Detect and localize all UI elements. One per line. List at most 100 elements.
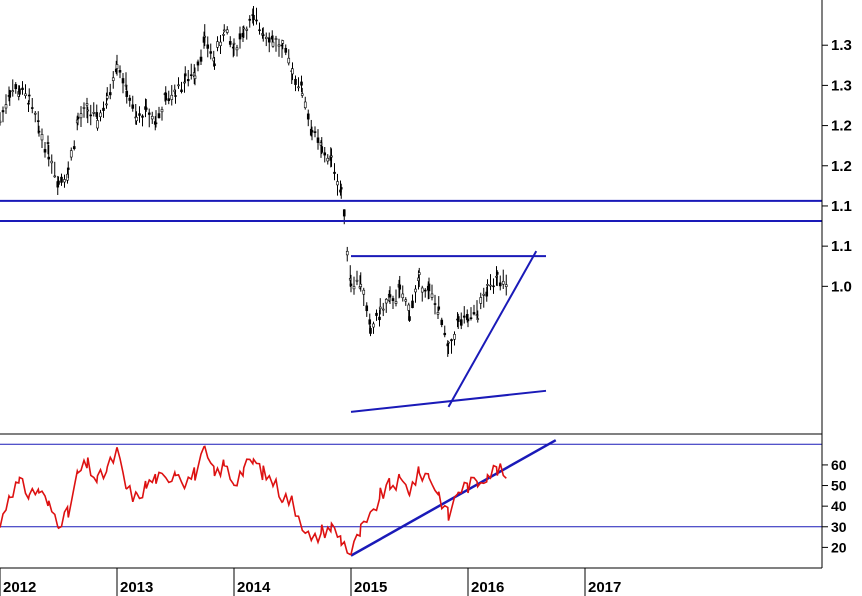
x-tick-label: 2016 xyxy=(471,579,504,596)
oscillator-series-line xyxy=(0,445,507,556)
price-bar-body xyxy=(267,37,271,43)
y-tick-label: 1.1 xyxy=(831,238,852,255)
price-bar-body xyxy=(482,293,486,296)
price-bar-body xyxy=(108,92,112,96)
price-bar-body xyxy=(336,181,339,186)
price-bar-body xyxy=(391,298,395,301)
price-bar-body xyxy=(294,78,297,85)
price-bar-body xyxy=(167,98,171,102)
price-bar-body xyxy=(495,271,499,275)
price-bar-body xyxy=(297,86,300,89)
price-bar-body xyxy=(252,14,255,21)
price-bar-body xyxy=(453,334,456,340)
price-bar-body xyxy=(235,47,239,51)
price-bar-body xyxy=(486,284,489,286)
price-bar-body xyxy=(423,289,427,292)
price-bar-body xyxy=(330,155,333,158)
price-bar-body xyxy=(95,112,99,117)
price-bar-body xyxy=(281,40,285,44)
y-tick-label: 1.3 xyxy=(831,37,852,54)
oscillator-tick-label: 60 xyxy=(831,457,847,473)
price-bar-body xyxy=(1,110,5,113)
y-tick-label: 1.3 xyxy=(831,77,852,94)
price-bar-body xyxy=(138,113,141,116)
oscillator-panel xyxy=(0,433,822,557)
price-bar-body xyxy=(261,34,265,36)
price-bar-body xyxy=(504,284,508,287)
price-bar-body xyxy=(30,107,34,109)
price-bar-body xyxy=(459,319,463,326)
price-bar-body xyxy=(86,109,90,112)
price-bar-body xyxy=(60,176,63,183)
price-bar-body xyxy=(209,51,213,54)
price-bar-body xyxy=(368,319,372,325)
price-bar-body xyxy=(310,130,314,133)
price-bar-body xyxy=(199,56,203,62)
price-bar-body xyxy=(105,103,108,106)
price-bar-body xyxy=(284,47,288,53)
price-bar-body xyxy=(27,94,31,97)
y-tick-label: 1.1 xyxy=(831,198,852,215)
price-bar-body xyxy=(37,130,41,133)
price-bar-body xyxy=(388,294,392,298)
price-bar-body xyxy=(43,149,47,153)
price-bar-body xyxy=(365,305,369,312)
trend-line xyxy=(350,389,547,413)
price-bar-body xyxy=(183,81,186,84)
price-bar-body xyxy=(66,167,70,170)
price-bar-body xyxy=(46,142,50,144)
price-bar-body xyxy=(414,288,417,293)
price-bar-body xyxy=(99,112,102,118)
price-bar-body xyxy=(79,113,83,119)
price-bar-body xyxy=(8,90,12,98)
price-bar-body xyxy=(466,318,470,322)
price-bar-body xyxy=(345,250,349,256)
price-bar-body xyxy=(193,75,197,79)
price-bar-body xyxy=(128,97,132,101)
price-bar-body xyxy=(352,286,356,290)
price-bar-body xyxy=(274,38,278,40)
price-bar-body xyxy=(401,293,405,299)
price-bar-body xyxy=(407,304,411,311)
price-bar-body xyxy=(18,88,21,95)
price-bar-body xyxy=(462,315,466,318)
price-bar-body xyxy=(469,317,473,320)
price-bar-body xyxy=(121,78,125,84)
price-bar-body xyxy=(300,93,304,96)
price-bar-body xyxy=(398,284,402,290)
y-tick-label: 1.2 xyxy=(831,118,852,135)
price-bar-body xyxy=(154,122,158,125)
price-bar-body xyxy=(105,95,109,99)
price-bar-body xyxy=(394,301,398,304)
price-bar-body xyxy=(242,27,246,30)
price-bar-body xyxy=(255,19,258,22)
price-bar-body xyxy=(135,116,138,122)
price-bar-body xyxy=(89,114,93,117)
x-tick-label: 2015 xyxy=(354,579,387,596)
price-bar-body xyxy=(447,341,450,344)
price-bar-body xyxy=(362,289,366,295)
price-bar-body xyxy=(177,84,180,87)
price-bar-body xyxy=(342,209,346,217)
price-bar-body xyxy=(456,316,460,322)
price-bar-body xyxy=(203,35,207,38)
price-bar-body xyxy=(85,103,89,106)
price-bar-body xyxy=(300,81,303,86)
price-bar-body xyxy=(427,283,431,292)
price-bar-body xyxy=(50,160,54,164)
price-bar-body xyxy=(144,107,148,110)
price-bar-body xyxy=(57,180,60,185)
x-tick-label: 2014 xyxy=(237,579,271,596)
price-bar-body xyxy=(248,18,252,21)
price-bar-body xyxy=(206,44,210,49)
price-bar-body xyxy=(216,41,219,48)
price-bar-body xyxy=(125,90,129,97)
price-bar-body xyxy=(102,107,105,111)
price-bar-body xyxy=(213,63,216,67)
price-panel xyxy=(0,6,822,413)
price-bar-body xyxy=(82,107,86,109)
price-bar-body xyxy=(92,112,96,114)
price-bar-body xyxy=(411,300,414,309)
price-bar-body xyxy=(147,112,151,115)
